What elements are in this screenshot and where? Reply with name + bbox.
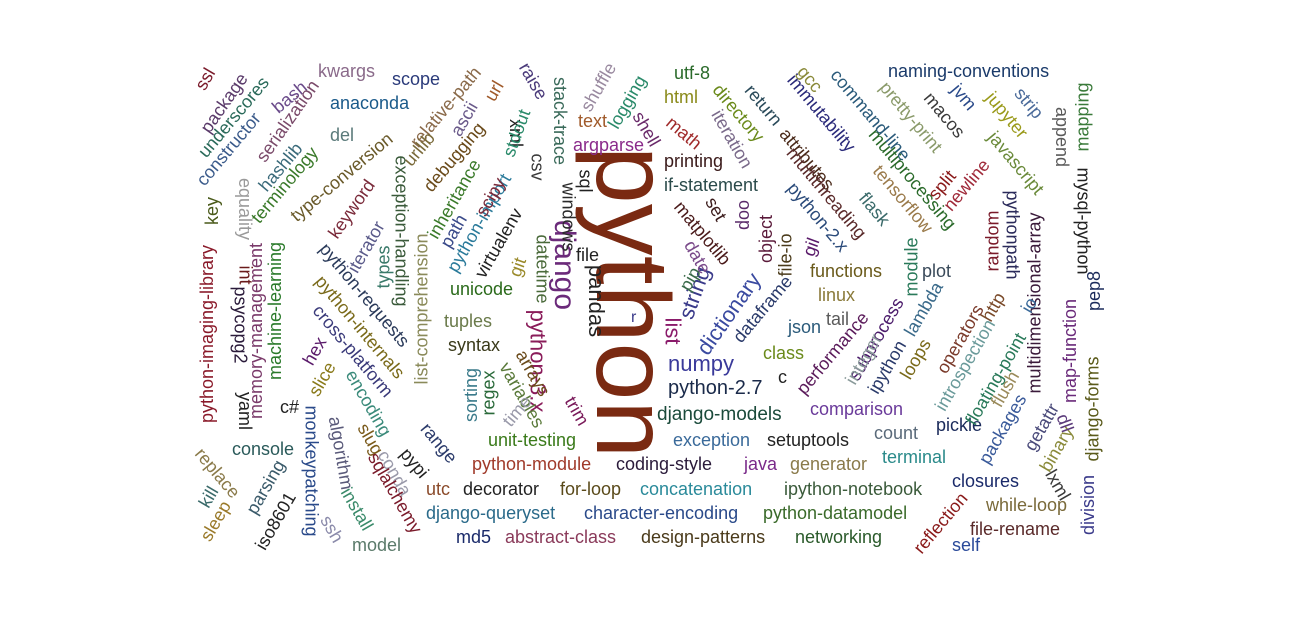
word-sql: sql xyxy=(575,169,596,193)
word-python-datamodel: python-datamodel xyxy=(763,503,908,523)
word-syntax: syntax xyxy=(448,335,501,355)
word-exception-handling: exception-handling xyxy=(391,155,412,307)
word-machine-learning: machine-learning xyxy=(265,241,286,381)
word-pythonpath: pythonpath xyxy=(1002,190,1023,280)
word-r: r xyxy=(631,309,637,326)
word-abstract-class: abstract-class xyxy=(505,527,617,547)
word-model: model xyxy=(352,535,402,555)
word-equality: equality xyxy=(235,177,256,241)
word-argparse: argparse xyxy=(573,135,645,155)
word-datetime: datetime xyxy=(532,234,553,304)
word-decorator: decorator xyxy=(463,479,540,499)
word-utf-8: utf-8 xyxy=(674,63,711,83)
word-json: json xyxy=(788,317,822,337)
word-types: types xyxy=(373,245,394,289)
word-design-patterns: design-patterns xyxy=(641,527,766,547)
word-for-loop: for-loop xyxy=(560,479,622,499)
word-list-comprehension: list-comprehension xyxy=(411,233,432,385)
word-gil: gil xyxy=(798,235,824,259)
word-kwargs: kwargs xyxy=(318,61,376,81)
word-ssl: ssl xyxy=(190,64,220,94)
word-set: set xyxy=(701,193,731,225)
word-html: html xyxy=(664,87,699,107)
word-terminal: terminal xyxy=(882,447,947,467)
word-console: console xyxy=(232,439,295,459)
word-text: text xyxy=(578,111,608,131)
word-del: del xyxy=(330,125,355,145)
word-mapping: mapping xyxy=(1072,82,1093,152)
word-windows: windows xyxy=(558,182,579,252)
word-django-queryset: django-queryset xyxy=(426,503,556,523)
word-concatenation: concatenation xyxy=(640,479,753,499)
word-pep8: pep8 xyxy=(1084,270,1105,312)
word-plot: plot xyxy=(922,261,952,281)
word-exception: exception xyxy=(673,430,751,450)
word-closures: closures xyxy=(952,471,1020,491)
word-python-module: python-module xyxy=(472,454,592,474)
word-coding-style: coding-style xyxy=(616,454,713,474)
word-django-forms: django-forms xyxy=(1082,356,1103,462)
word-java: java xyxy=(744,454,778,474)
word-division: division xyxy=(1078,474,1099,536)
word-networking: networking xyxy=(795,527,883,547)
word-unicode: unicode xyxy=(450,279,514,299)
word-stack-trace: stack-trace xyxy=(550,76,571,166)
word-list: list xyxy=(660,317,686,345)
word-pickle: pickle xyxy=(936,415,983,435)
word-unit-testing: unit-testing xyxy=(488,430,577,450)
word-csv: csv xyxy=(527,153,548,181)
word-append: append xyxy=(1052,106,1073,168)
word-monkeypatching: monkeypatching xyxy=(301,405,322,537)
word-stdout: stdout xyxy=(498,106,535,160)
word-algorithm: algorithm xyxy=(324,414,358,492)
word-class: class xyxy=(763,343,805,363)
word-md5: md5 xyxy=(456,527,492,547)
word-file-rename: file-rename xyxy=(970,519,1061,539)
word-file-io: file-io xyxy=(775,233,796,277)
word-numpy: numpy xyxy=(668,351,735,376)
word-object: object xyxy=(756,214,777,264)
word-while-loop: while-loop xyxy=(986,495,1068,515)
word-linux: linux xyxy=(818,285,856,305)
word-python-2-7: python-2.7 xyxy=(668,377,763,399)
word-url: url xyxy=(480,77,508,105)
word-ipython-notebook: ipython-notebook xyxy=(784,479,923,499)
word-csharp: c# xyxy=(280,397,300,417)
word-tail: tail xyxy=(826,309,850,329)
word-printing: printing xyxy=(664,151,724,171)
word-tuples: tuples xyxy=(444,311,493,331)
word-django-models: django-models xyxy=(657,404,782,425)
word-mysql-python: mysql-python xyxy=(1073,167,1094,275)
word-sorting: sorting xyxy=(461,367,482,423)
word-generator: generator xyxy=(790,454,868,474)
word-oop: oop xyxy=(735,199,756,231)
word-c: c xyxy=(778,367,787,387)
word-scope: scope xyxy=(392,69,441,89)
word-module: module xyxy=(901,237,922,297)
word-key: key xyxy=(202,196,223,226)
word-comparison: comparison xyxy=(810,399,904,419)
word-character-encoding: character-encoding xyxy=(584,503,739,523)
word-map-function: map-function xyxy=(1060,298,1081,404)
word-python-imaging-library: python-imaging-library xyxy=(197,244,218,424)
word-install: install xyxy=(336,484,378,534)
word-random: random xyxy=(982,210,1003,272)
word-self: self xyxy=(952,535,981,555)
word-utc: utc xyxy=(426,479,451,499)
word-functions: functions xyxy=(810,261,883,281)
word-setuptools: setuptools xyxy=(767,430,850,450)
word-pandas: pandas xyxy=(584,264,610,338)
word-if-statement: if-statement xyxy=(664,175,759,195)
word-regex: regex xyxy=(478,370,499,416)
word-file: file xyxy=(576,245,600,265)
word-naming-conventions: naming-conventions xyxy=(888,61,1050,81)
word-memory-management: memory-management xyxy=(246,242,267,420)
word-ssh: ssh xyxy=(316,511,348,547)
word-anaconda: anaconda xyxy=(330,93,410,113)
word-count: count xyxy=(874,423,919,443)
word-git: git xyxy=(504,254,531,280)
word-raise: raise xyxy=(515,59,552,103)
